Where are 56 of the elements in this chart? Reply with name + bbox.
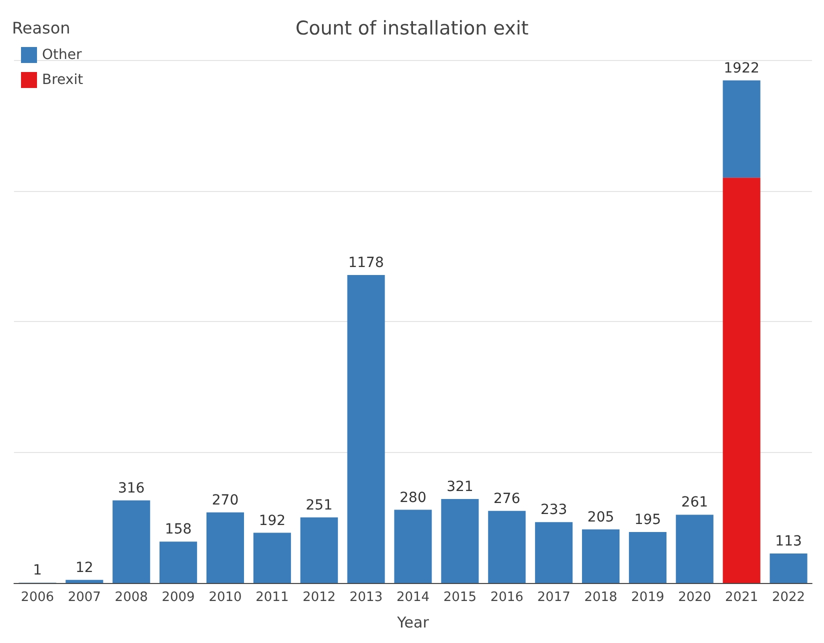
data-label: 276 bbox=[494, 490, 520, 507]
data-label: 316 bbox=[118, 480, 145, 496]
bar bbox=[770, 553, 808, 583]
x-tick-label: 2008 bbox=[114, 590, 148, 605]
bar bbox=[722, 80, 760, 178]
bar bbox=[112, 500, 150, 583]
bar bbox=[253, 532, 291, 583]
bar bbox=[347, 274, 385, 583]
x-tick-label: 2013 bbox=[350, 590, 383, 605]
x-tick-label: 2020 bbox=[678, 590, 712, 605]
legend-title: Reason bbox=[12, 18, 70, 38]
bar bbox=[206, 512, 244, 583]
x-tick-label: 2022 bbox=[772, 590, 806, 605]
x-tick-label: 2011 bbox=[256, 590, 289, 605]
bar bbox=[582, 529, 620, 583]
bar bbox=[300, 517, 338, 583]
x-tick-label: 2018 bbox=[584, 590, 618, 605]
data-label: 195 bbox=[634, 512, 662, 528]
bar bbox=[535, 522, 573, 583]
bar bbox=[722, 178, 760, 583]
x-tick-label: 2009 bbox=[162, 590, 195, 605]
legend-label: Other bbox=[42, 47, 82, 63]
bar bbox=[441, 499, 479, 583]
bar bbox=[628, 532, 666, 583]
data-label: 113 bbox=[775, 533, 802, 550]
x-tick-label: 2019 bbox=[631, 590, 664, 605]
data-label: 192 bbox=[258, 512, 286, 529]
total-label: 1922 bbox=[724, 60, 760, 76]
x-tick-label: 2021 bbox=[725, 590, 758, 605]
data-label: 1 bbox=[33, 562, 42, 579]
data-label: 1178 bbox=[348, 254, 384, 271]
x-tick-label: 2014 bbox=[396, 590, 430, 605]
data-label: 233 bbox=[540, 502, 568, 518]
legend-label: Brexit bbox=[42, 72, 84, 88]
data-label: 261 bbox=[681, 494, 708, 511]
x-tick-label: 2015 bbox=[443, 590, 476, 605]
data-label: 321 bbox=[446, 479, 474, 496]
x-tick-label: 2017 bbox=[537, 590, 570, 605]
bar bbox=[488, 510, 526, 583]
data-label: 205 bbox=[587, 509, 614, 526]
data-label: 270 bbox=[212, 492, 239, 508]
bar bbox=[66, 580, 104, 583]
x-tick-label: 2010 bbox=[208, 590, 242, 605]
x-tick-label: 2006 bbox=[20, 590, 54, 605]
bar bbox=[160, 542, 198, 583]
bar bbox=[394, 510, 432, 583]
bar bbox=[676, 514, 714, 583]
x-tick-label: 2007 bbox=[68, 590, 101, 605]
x-tick-label: 2016 bbox=[490, 590, 524, 605]
data-label: 251 bbox=[306, 497, 332, 514]
x-tick-label: 2012 bbox=[302, 590, 336, 605]
x-axis-title: Year bbox=[396, 614, 430, 632]
data-label: 12 bbox=[76, 560, 94, 576]
chart-title: Count of installation exit bbox=[295, 18, 529, 40]
data-label: 280 bbox=[400, 490, 426, 506]
data-label: 158 bbox=[164, 522, 192, 538]
